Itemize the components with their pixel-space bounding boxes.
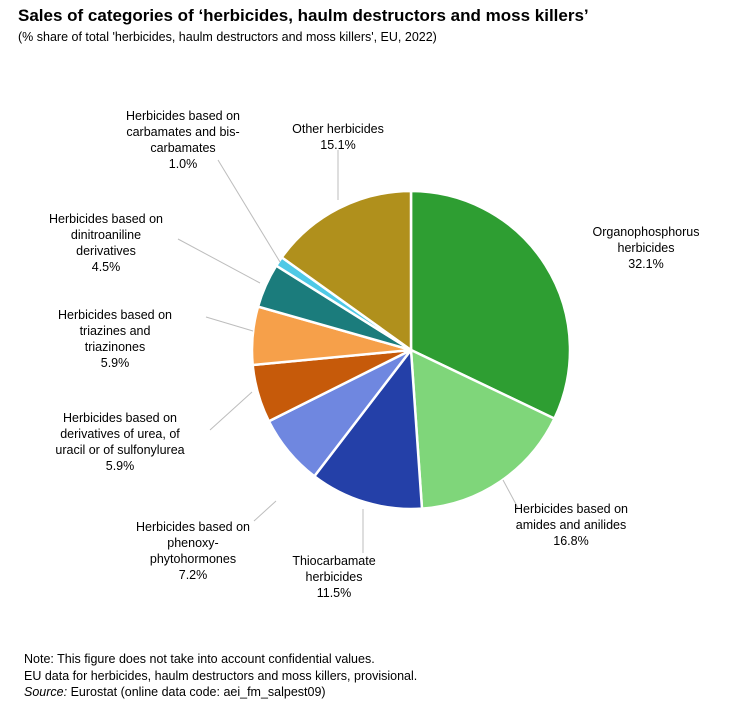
leader-line-5: [205, 316, 254, 332]
slice-name-1: Herbicides based on amides and anilides: [514, 502, 628, 532]
pie-slice-2: [312, 346, 424, 511]
slice-label-4: Herbicides based on derivatives of urea,…: [35, 410, 205, 474]
source-text: Eurostat (online data code: aei_fm_salpe…: [67, 685, 326, 699]
leader-line-4: [209, 391, 253, 431]
leader-line-3: [253, 500, 277, 522]
slice-name-2: Thiocarbamate herbicides: [292, 554, 376, 584]
slice-value-6: 4.5%: [91, 260, 121, 274]
chart-title: Sales of categories of ‘herbicides, haul…: [18, 6, 589, 25]
slice-value-8: 15.1%: [320, 138, 356, 152]
slice-label-2: Thiocarbamate herbicides 11.5%: [249, 553, 419, 601]
pie-slice-1: [409, 347, 557, 510]
slice-label-6: Herbicides based on dinitroaniline deriv…: [21, 211, 191, 275]
slice-value-0: 32.1%: [628, 257, 664, 271]
slice-value-3: 7.2%: [178, 568, 208, 582]
pie-slice-0: [409, 189, 572, 421]
slice-name-4: Herbicides based on derivatives of urea,…: [55, 411, 185, 457]
slice-name-7: Herbicides based on carbamates and bis- …: [126, 109, 240, 155]
leader-line-1: [502, 479, 519, 509]
leader-line-6: [177, 238, 261, 284]
chart-subtitle: (% share of total 'herbicides, haulm des…: [18, 30, 437, 44]
source-label: Source:: [24, 685, 68, 699]
slice-value-4: 5.9%: [105, 459, 135, 473]
slice-value-7: 1.0%: [168, 157, 198, 171]
slice-name-0: Organophosphorus herbicides: [592, 225, 700, 255]
slice-label-3: Herbicides based on phenoxy- phytohormon…: [108, 519, 278, 583]
slice-label-8: Other herbicides 15.1%: [253, 121, 423, 153]
pie-chart: [177, 150, 572, 553]
slice-label-0: Organophosphorus herbicides 32.1%: [581, 224, 711, 272]
slice-label-7: Herbicides based on carbamates and bis- …: [98, 108, 268, 172]
note-line-2: EU data for herbicides, haulm destructor…: [24, 668, 418, 683]
pie-slice-8: [280, 189, 413, 353]
note-line-1: Note: This figure does not take into acc…: [24, 652, 375, 666]
slice-value-2: 11.5%: [316, 586, 352, 600]
slice-value-1: 16.8%: [553, 534, 589, 548]
chart-footer: Note: This figure does not take into acc…: [24, 651, 417, 701]
source-line: Source: Eurostat (online data code: aei_…: [24, 684, 417, 701]
slice-name-5: Herbicides based on triazines and triazi…: [58, 308, 172, 354]
slice-name-6: Herbicides based on dinitroaniline deriv…: [49, 212, 163, 258]
slice-value-5: 5.9%: [100, 356, 130, 370]
slice-label-1: Herbicides based on amides and anilides 1…: [506, 501, 636, 549]
leader-line-7: [217, 159, 281, 263]
slice-name-8: Other herbicides: [292, 122, 384, 136]
slice-name-3: Herbicides based on phenoxy- phytohormon…: [136, 520, 250, 566]
slice-label-5: Herbicides based on triazines and triazi…: [30, 307, 200, 371]
